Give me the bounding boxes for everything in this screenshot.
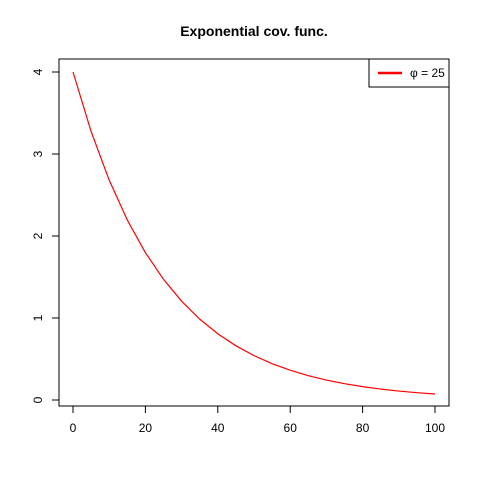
y-tick-label: 1 — [31, 314, 45, 321]
y-axis: 0 1 2 3 4 — [31, 68, 60, 403]
chart-title: Exponential cov. func. — [180, 23, 328, 39]
x-tick-label: 60 — [284, 421, 298, 435]
series-line — [72, 71, 436, 395]
plot-frame — [58, 58, 450, 407]
y-tick-label: 0 — [31, 396, 45, 403]
legend-label: φ = 25 — [410, 66, 445, 80]
x-tick-label: 100 — [425, 421, 445, 435]
x-tick-label: 20 — [139, 421, 153, 435]
x-tick-label: 0 — [70, 421, 77, 435]
y-tick-label: 3 — [31, 150, 45, 157]
legend: φ = 25 — [368, 58, 450, 88]
x-axis: 0 20 40 60 80 100 — [70, 405, 445, 435]
series-layer — [72, 71, 436, 395]
y-tick-label: 4 — [31, 68, 45, 75]
x-tick-label: 80 — [356, 421, 370, 435]
x-tick-label: 40 — [211, 421, 225, 435]
y-tick-label: 2 — [31, 232, 45, 239]
